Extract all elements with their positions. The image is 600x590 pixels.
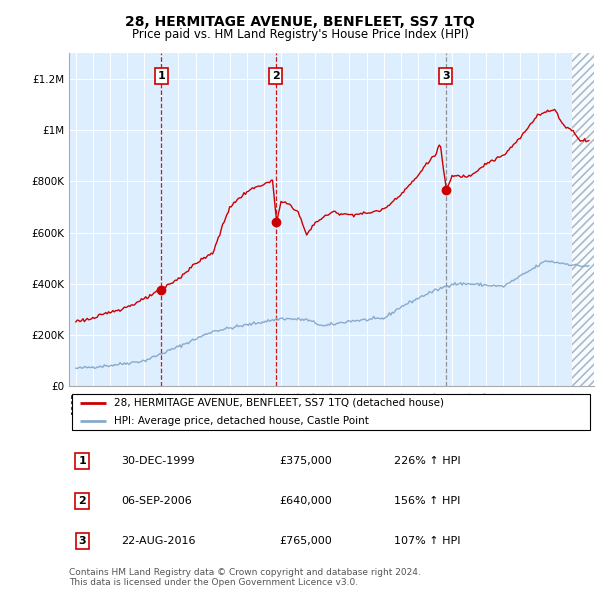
Text: 2: 2 — [78, 496, 86, 506]
Text: 2: 2 — [272, 71, 280, 81]
Text: 1: 1 — [157, 71, 165, 81]
Text: 1: 1 — [78, 456, 86, 466]
Bar — [572, 28, 600, 386]
Text: 30-DEC-1999: 30-DEC-1999 — [121, 456, 195, 466]
Bar — [572, 28, 600, 386]
Text: 156% ↑ HPI: 156% ↑ HPI — [395, 496, 461, 506]
Text: 107% ↑ HPI: 107% ↑ HPI — [395, 536, 461, 546]
Text: Contains HM Land Registry data © Crown copyright and database right 2024.
This d: Contains HM Land Registry data © Crown c… — [69, 568, 421, 587]
Text: £765,000: £765,000 — [279, 536, 332, 546]
FancyBboxPatch shape — [71, 394, 590, 430]
Bar — [572, 28, 600, 386]
Text: 3: 3 — [79, 536, 86, 546]
Text: £640,000: £640,000 — [279, 496, 332, 506]
Text: Price paid vs. HM Land Registry's House Price Index (HPI): Price paid vs. HM Land Registry's House … — [131, 28, 469, 41]
Text: HPI: Average price, detached house, Castle Point: HPI: Average price, detached house, Cast… — [113, 416, 368, 426]
Text: 3: 3 — [442, 71, 450, 81]
Text: 22-AUG-2016: 22-AUG-2016 — [121, 536, 196, 546]
Text: 28, HERMITAGE AVENUE, BENFLEET, SS7 1TQ (detached house): 28, HERMITAGE AVENUE, BENFLEET, SS7 1TQ … — [113, 398, 443, 408]
Text: 06-SEP-2006: 06-SEP-2006 — [121, 496, 192, 506]
Text: 28, HERMITAGE AVENUE, BENFLEET, SS7 1TQ: 28, HERMITAGE AVENUE, BENFLEET, SS7 1TQ — [125, 15, 475, 30]
Text: £375,000: £375,000 — [279, 456, 332, 466]
Text: 226% ↑ HPI: 226% ↑ HPI — [395, 456, 461, 466]
